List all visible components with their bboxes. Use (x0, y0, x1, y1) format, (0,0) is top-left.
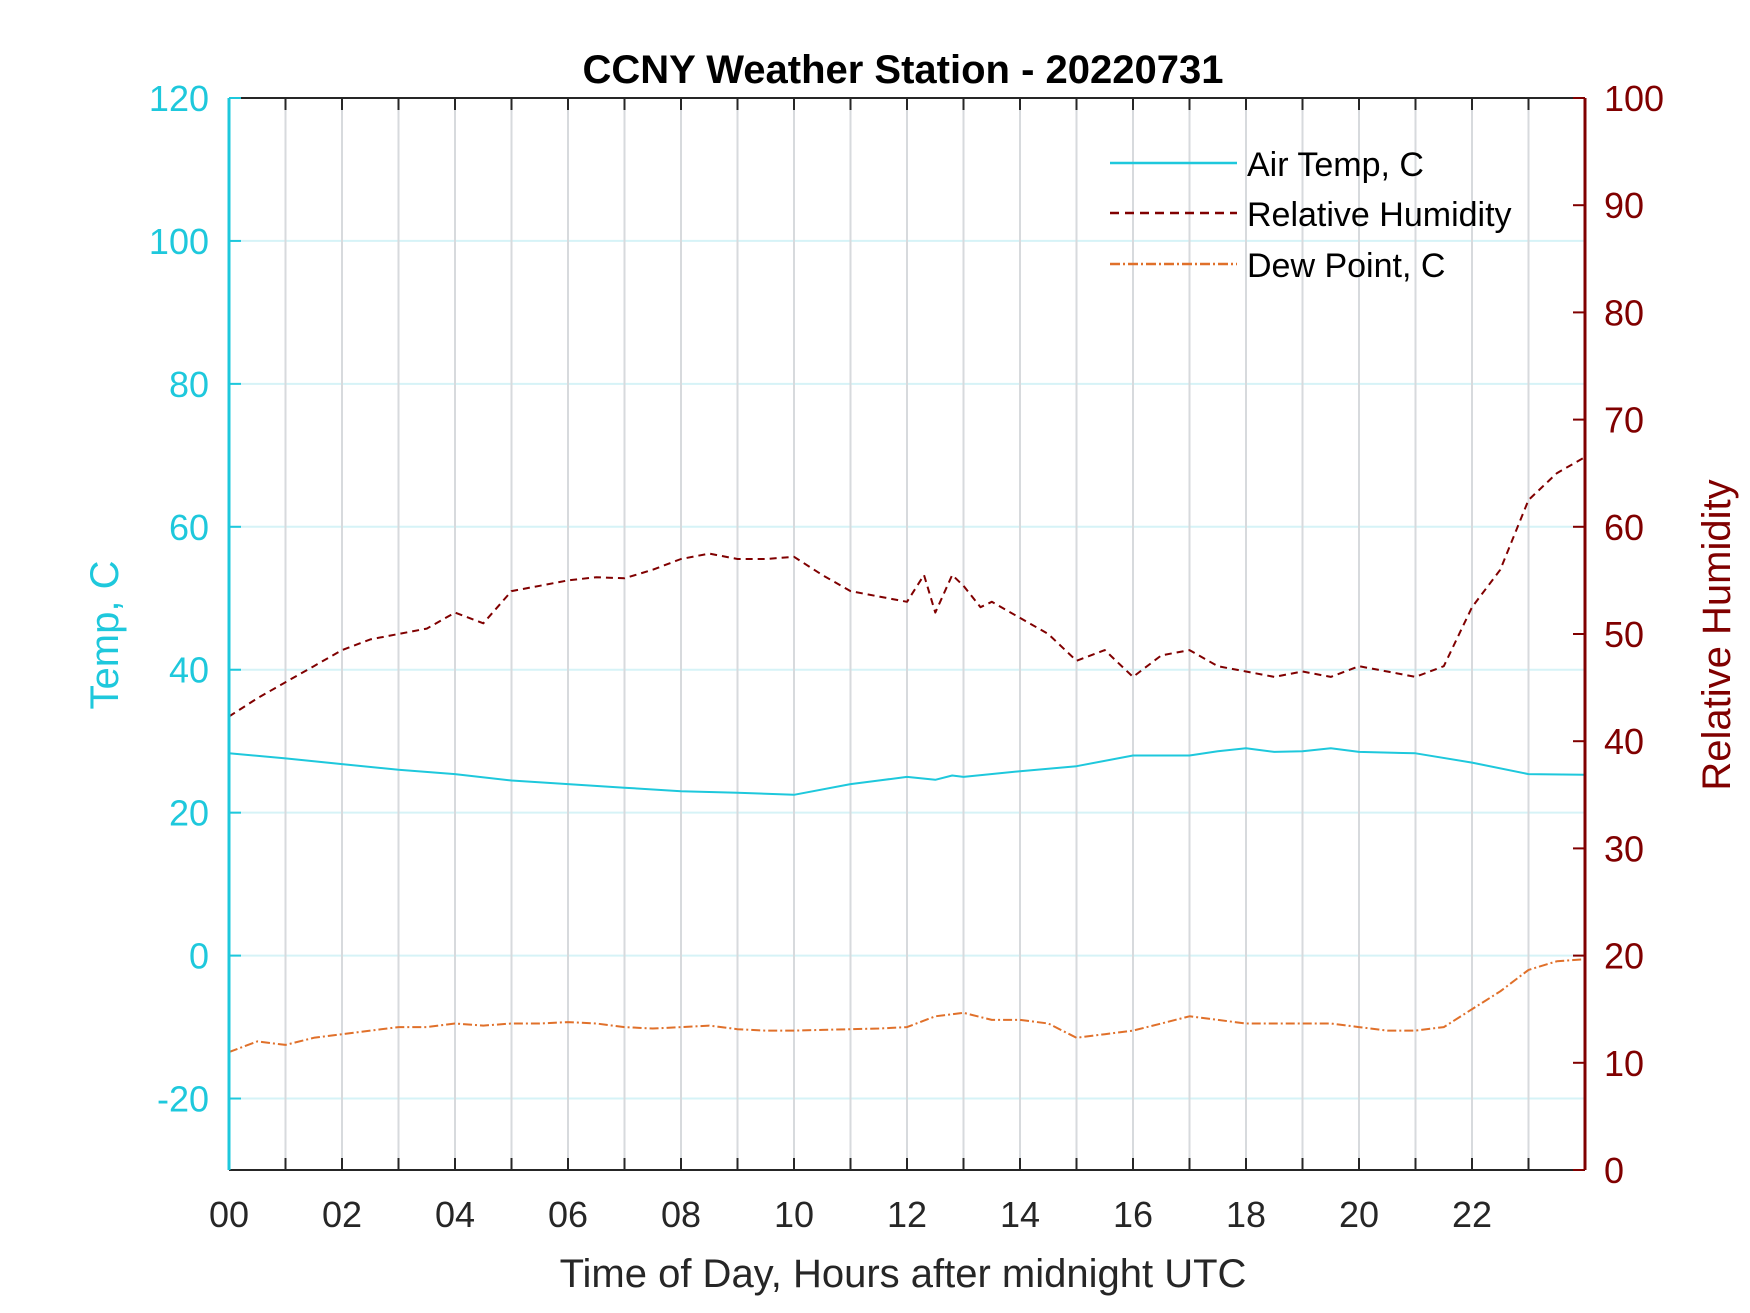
right-tick-label: 0 (1604, 1150, 1624, 1191)
x-tick-label: 12 (887, 1194, 927, 1235)
left-tick-label: 100 (149, 221, 209, 262)
left-tick-label: 0 (189, 936, 209, 977)
right-tick-label: 80 (1604, 292, 1644, 333)
right-tick-label: 30 (1604, 828, 1644, 869)
x-tick-label: 18 (1226, 1194, 1266, 1235)
x-tick-label: 08 (661, 1194, 701, 1235)
right-tick-label: 40 (1604, 721, 1644, 762)
chart-title: CCNY Weather Station - 20220731 (583, 48, 1224, 92)
grid-lines (229, 98, 1585, 1170)
left-tick-label: -20 (157, 1079, 209, 1120)
x-tick-label: 14 (1000, 1194, 1040, 1235)
series-line-air-temp (228, 747, 1586, 796)
x-axis-label: Time of Day, Hours after midnight UTC (560, 1252, 1247, 1296)
right-tick-label: 20 (1604, 936, 1644, 977)
x-tick-label: 10 (774, 1194, 814, 1235)
right-tick-label: 10 (1604, 1043, 1644, 1084)
legend-label-dew-point: Dew Point, C (1247, 247, 1445, 285)
series-line-dew-point (228, 958, 1586, 1054)
legend-label-air-temp: Air Temp, C (1247, 146, 1424, 184)
left-tick-label: 20 (169, 793, 209, 834)
left-tick-label: 80 (169, 364, 209, 405)
left-tick-label: 40 (169, 650, 209, 691)
axes (227, 97, 1587, 1171)
x-tick-label: 16 (1113, 1194, 1153, 1235)
legend-label-humidity: Relative Humidity (1247, 196, 1512, 234)
left-y-axis-label: Temp, C (83, 561, 127, 710)
right-tick-label: 70 (1604, 400, 1644, 441)
x-tick-label: 20 (1339, 1194, 1379, 1235)
right-tick-label: 90 (1604, 185, 1644, 226)
x-tick-label: 00 (209, 1194, 249, 1235)
right-tick-label: 100 (1604, 78, 1664, 119)
right-tick-label: 60 (1604, 507, 1644, 548)
series-lines (228, 456, 1586, 1054)
right-tick-label: 50 (1604, 614, 1644, 655)
x-tick-label: 02 (322, 1194, 362, 1235)
right-y-axis-label: Relative Humidity (1695, 479, 1739, 790)
x-tick-label: 06 (548, 1194, 588, 1235)
x-tick-label: 22 (1452, 1194, 1492, 1235)
legend: Air Temp, C Relative Humidity Dew Point,… (1110, 146, 1512, 285)
left-tick-label: 120 (149, 78, 209, 119)
left-tick-label: 60 (169, 507, 209, 548)
x-tick-label: 04 (435, 1194, 475, 1235)
tick-labels: 00 02 04 06 08 10 12 14 16 18 20 22-200204060801001… (149, 78, 1664, 1235)
series-line-humidity (228, 456, 1586, 718)
